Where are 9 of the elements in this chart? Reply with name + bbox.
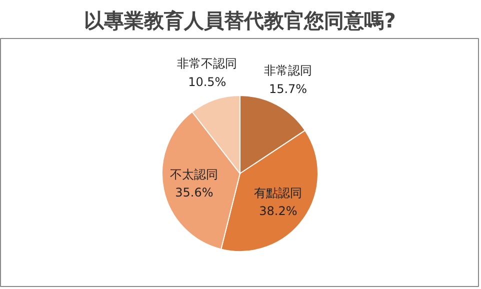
slice-label: 不太認同 [170, 168, 218, 182]
slice-label: 非常認同 [264, 64, 312, 78]
chart-title: 以專業教育人員替代教官您同意嗎? [84, 8, 396, 32]
slice-label: 非常不認同 [177, 56, 238, 71]
data-label: 10.5% [188, 74, 226, 89]
data-label: 35.6% [175, 186, 214, 200]
slice-label: 有點認同 [254, 186, 302, 200]
data-label: 15.7% [268, 82, 308, 96]
data-label: 38.2% [259, 204, 298, 218]
